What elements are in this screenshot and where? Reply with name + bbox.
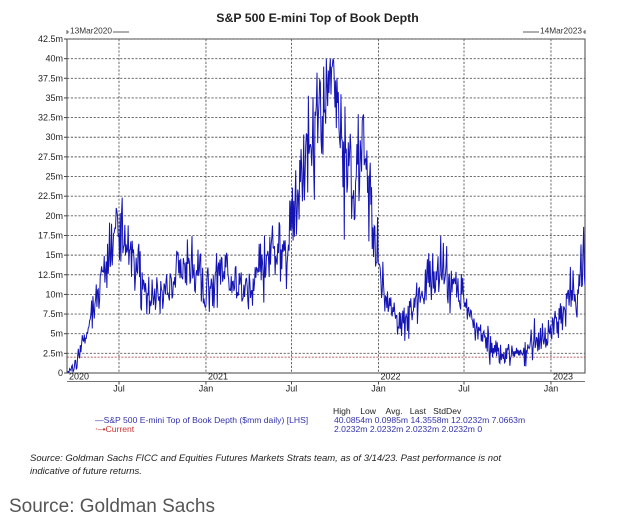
svg-text:40m: 40m <box>45 54 63 64</box>
svg-text:2021: 2021 <box>208 372 228 382</box>
svg-text:Jul: Jul <box>113 384 125 394</box>
svg-text:35m: 35m <box>45 93 63 103</box>
svg-text:Jan: Jan <box>199 384 214 394</box>
svg-text:37.5m: 37.5m <box>38 73 63 83</box>
svg-text:2023: 2023 <box>553 372 573 382</box>
svg-text:12.5m: 12.5m <box>38 270 63 280</box>
svg-text:20m: 20m <box>45 211 63 221</box>
svg-text:14Mar2023: 14Mar2023 <box>540 26 582 36</box>
svg-text:2020: 2020 <box>69 372 89 382</box>
svg-text:15m: 15m <box>45 250 63 260</box>
svg-text:13Mar2020: 13Mar2020 <box>70 26 112 36</box>
svg-text:10m: 10m <box>45 289 63 299</box>
svg-text:Jul: Jul <box>458 384 470 394</box>
svg-text:7.5m: 7.5m <box>43 309 63 319</box>
svg-text:0: 0 <box>58 368 63 378</box>
svg-text:Jul: Jul <box>286 384 298 394</box>
svg-text:22.5m: 22.5m <box>38 191 63 201</box>
svg-text:27.5m: 27.5m <box>38 152 63 162</box>
svg-text:17.5m: 17.5m <box>38 230 63 240</box>
svg-text:42.5m: 42.5m <box>38 34 63 44</box>
svg-text:5m: 5m <box>50 329 63 339</box>
svg-text:2.5m: 2.5m <box>43 348 63 358</box>
svg-text:32.5m: 32.5m <box>38 113 63 123</box>
svg-text:2022: 2022 <box>380 372 400 382</box>
svg-text:25m: 25m <box>45 172 63 182</box>
svg-text:30m: 30m <box>45 132 63 142</box>
svg-text:Jan: Jan <box>544 384 559 394</box>
svg-text:Jan: Jan <box>371 384 386 394</box>
